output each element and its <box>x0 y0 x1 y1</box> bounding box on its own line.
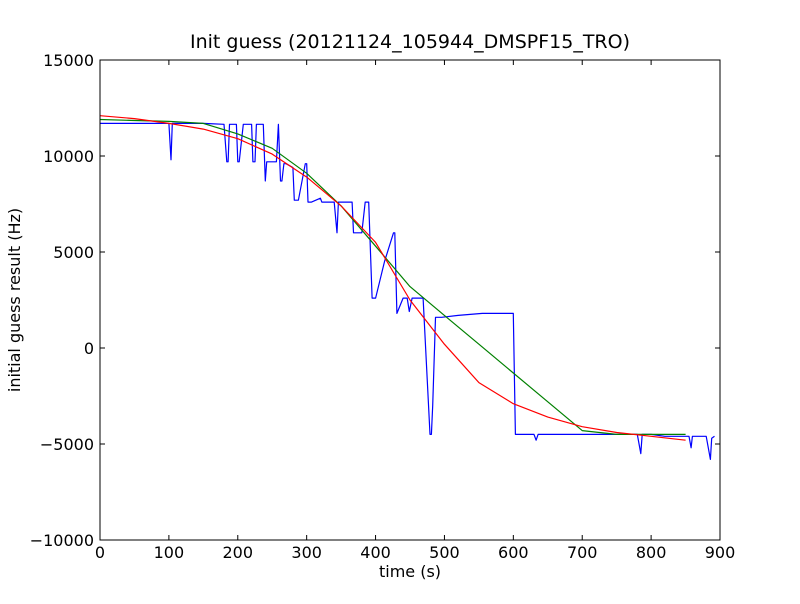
y-tick-label: −10000 <box>30 531 94 550</box>
x-tick-label: 300 <box>291 543 322 562</box>
y-tick-label: 5000 <box>53 243 94 262</box>
series-layer <box>100 115 715 460</box>
chart-title: Init guess (20121124_105944_DMSPF15_TRO) <box>190 31 630 53</box>
x-tick-label: 800 <box>636 543 667 562</box>
y-tick-label: 15000 <box>43 51 94 70</box>
x-axis-label: time (s) <box>379 562 441 581</box>
x-tick-label: 700 <box>567 543 598 562</box>
x-tick-label: 400 <box>360 543 391 562</box>
x-tick-label: 900 <box>705 543 736 562</box>
x-tick-label: 600 <box>498 543 529 562</box>
y-tick-label: 0 <box>84 339 94 358</box>
series-line-2 <box>100 115 686 441</box>
y-tick-label: −5000 <box>40 435 94 454</box>
x-tick-label: 100 <box>154 543 185 562</box>
y-tick-label: 10000 <box>43 147 94 166</box>
ticks-layer: 0 100 200 300 400 500 600 700 800 900 −10000 −5000 0… <box>30 51 736 562</box>
x-tick-label: 500 <box>429 543 460 562</box>
x-tick-label: 200 <box>223 543 254 562</box>
plot-area-frame <box>99 59 721 541</box>
series-line-0 <box>100 122 715 460</box>
y-axis-label: initial guess result (Hz) <box>5 208 24 392</box>
series-line-1 <box>100 118 686 435</box>
x-tick-label: 0 <box>95 543 105 562</box>
